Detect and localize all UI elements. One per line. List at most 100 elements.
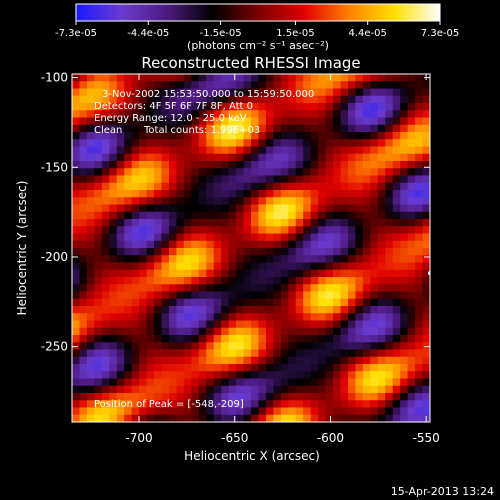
heatmap-cell [176,132,185,140]
heatmap-cell [400,378,409,387]
heatmap-cell [258,269,267,278]
heatmap-cell [392,255,401,264]
heatmap-cell [124,103,133,111]
heatmap-cell [273,81,282,90]
heatmap-cell [79,190,88,198]
heatmap-cell [183,277,192,285]
heatmap-cell [318,233,327,242]
heatmap-cell [86,313,95,322]
heatmap-cell [265,248,274,256]
heatmap-cell [206,211,215,220]
heatmap-cell [86,240,95,249]
heatmap-cell [191,393,200,401]
heatmap-cell [101,407,110,416]
heatmap-cell [355,190,364,198]
heatmap-cell [258,342,267,351]
heatmap-cell [370,277,379,285]
heatmap-cell [228,298,237,307]
heatmap-cell [303,393,312,401]
heatmap-cell [94,226,103,235]
heatmap-cell [206,335,215,343]
heatmap-cell [191,124,200,133]
heatmap-cell [370,226,379,235]
heatmap-cell [318,240,327,249]
heatmap-cell [139,320,148,329]
heatmap-cell [385,168,394,177]
heatmap-cell [191,103,200,111]
heatmap-cell [198,320,207,329]
heatmap-cell [146,393,155,401]
heatmap-cell [400,313,409,322]
heatmap-cell [109,284,118,293]
heatmap-cell [94,132,103,140]
heatmap-cell [109,277,118,285]
heatmap-cell [198,110,207,119]
heatmap-cell [288,291,297,300]
heatmap-cell [228,146,237,155]
heatmap-cell [400,81,409,90]
heatmap-cell [198,190,207,198]
heatmap-cell [101,255,110,264]
heatmap-cell [243,364,252,372]
heatmap-cell [139,400,148,409]
heatmap-cell [370,400,379,409]
heatmap-cell [340,81,349,90]
heatmap-cell [422,81,430,90]
heatmap-cell [415,153,424,162]
heatmap-cell [161,146,170,155]
heatmap-cell [86,400,95,409]
heatmap-cell [72,393,81,401]
heatmap-cell [243,74,252,82]
heatmap-cell [168,117,178,126]
heatmap-cell [243,88,252,97]
heatmap-cell [228,320,237,329]
heatmap-cell [139,197,148,206]
heatmap-cell [161,400,170,409]
heatmap-cell [236,356,245,365]
heatmap-cell [116,233,125,242]
heatmap-cell [295,349,304,358]
heatmap-cell [280,190,289,198]
heatmap-cell [124,219,133,227]
heatmap-cell [101,161,110,169]
heatmap-cell [303,313,312,322]
heatmap-cell [131,400,140,409]
heatmap-cell [228,139,237,148]
heatmap-cell [228,95,237,104]
heatmap-cell [131,364,140,372]
heatmap-cell [191,313,200,322]
heatmap-cell [154,291,163,300]
heatmap-cell [347,335,357,343]
heatmap-cell [206,298,215,307]
heatmap-cell [101,190,110,198]
heatmap-cell [191,255,200,264]
heatmap-cell [139,190,148,198]
heatmap-cell [362,132,371,140]
heatmap-cell [221,103,230,111]
heatmap-cell [198,277,207,285]
heatmap-cell [101,95,110,104]
heatmap-cell [101,132,110,140]
heatmap-cell [146,400,155,409]
heatmap-cell [265,414,274,422]
heatmap-cell [392,313,401,322]
heatmap-cell [295,168,304,177]
heatmap-cell [415,262,424,271]
heatmap-cell [333,161,342,169]
heatmap-cell [295,327,304,336]
heatmap-cell [303,182,312,191]
heatmap-cell [198,255,207,264]
heatmap-cell [72,175,81,184]
heatmap-cell [72,103,81,111]
heatmap-cell [154,81,163,90]
heatmap-cell [303,139,312,148]
heatmap-cell [280,335,289,343]
heatmap-cell [79,284,88,293]
heatmap-cell [318,146,327,155]
heatmap-cell [280,74,289,82]
heatmap-cell [101,269,110,278]
heatmap-cell [124,298,133,307]
heatmap-cell [265,320,274,329]
heatmap-cell [213,211,222,220]
heatmap-cell [228,356,237,365]
